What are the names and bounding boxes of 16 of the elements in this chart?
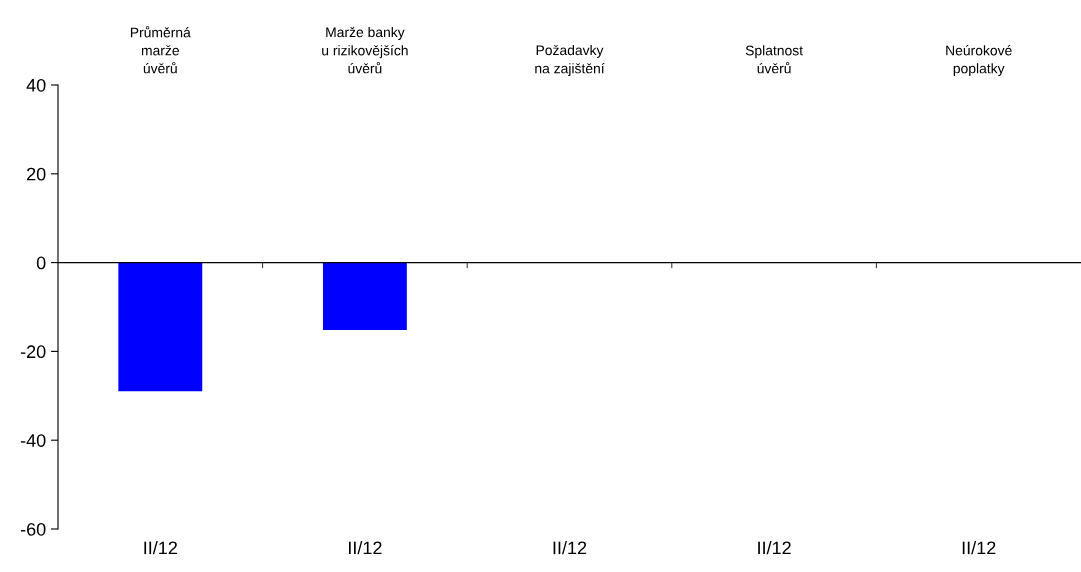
text: Splatnost úvěrů [745,45,803,74]
text: Marže banky u rizikovějších úvěrů [322,26,408,74]
text: Požadavky na zajištění [535,44,605,77]
y-tick-label: 40 [26,78,46,92]
y-tick-label: 0 [36,256,46,270]
x-tick-label: II/12 [758,541,791,555]
y-tick-label: -40 [20,434,46,447]
text: Neúrokové poplatky [946,45,1012,77]
text: Průměrná marže úvěrů [130,26,191,74]
x-tick-label: II/12 [962,541,996,555]
y-tick-label: 20 [27,167,46,181]
y-tick-label: -60 [20,522,46,536]
x-tick-label: II/12 [349,541,382,555]
x-tick-label: II/12 [553,541,587,555]
x-tick-label: II/12 [144,541,177,555]
y-tick-label: -20 [20,345,46,359]
